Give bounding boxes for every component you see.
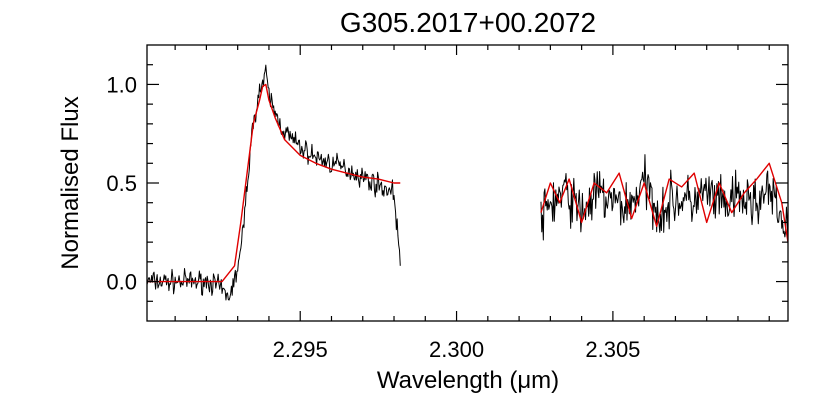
y-axis-label: Normalised Flux (57, 96, 84, 269)
y-tick-label: 0.0 (106, 270, 137, 295)
x-axis-label: Wavelength (μm) (377, 367, 559, 394)
observed-spectrum-line-segment-1 (147, 64, 401, 301)
y-tick-label: 1.0 (106, 72, 137, 97)
x-tick-label: 2.300 (429, 337, 484, 362)
y-tick-label: 0.5 (106, 171, 137, 196)
chart-title: G305.2017+00.2072 (340, 7, 596, 38)
plot-frame (146, 44, 789, 322)
plot-area (147, 64, 788, 301)
x-tick-label: 2.295 (273, 337, 328, 362)
x-tick-label: 2.305 (585, 337, 640, 362)
model-fit-line-segment-2 (540, 162, 788, 243)
model-fit-line-segment-1 (147, 83, 401, 283)
axes-ticks: 2.295 2.300 2.305 0.0 0.5 1.0 (106, 45, 788, 362)
observed-spectrum-line-segment-2 (540, 154, 788, 245)
